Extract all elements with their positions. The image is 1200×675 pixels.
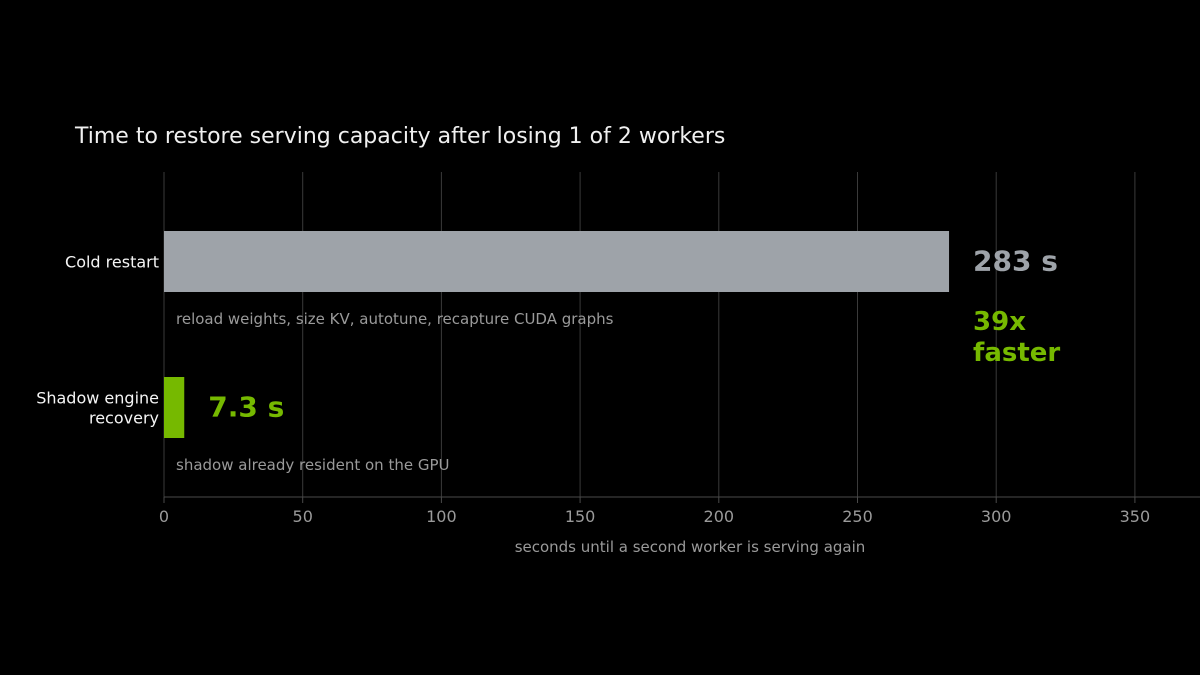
x-axis-label: seconds until a second worker is serving… — [515, 538, 866, 556]
value-label-cold-restart: 283 s — [973, 245, 1058, 278]
note-shadow-engine-recovery: shadow already resident on the GPU — [176, 456, 449, 474]
x-tick-label-100: 100 — [426, 507, 457, 526]
x-tick-label-150: 150 — [565, 507, 596, 526]
x-tick-label-200: 200 — [704, 507, 735, 526]
category-label-shadow-engine-recovery-line-1: Shadow engine — [36, 389, 159, 408]
category-label-cold-restart: Cold restart — [65, 253, 159, 272]
category-label-shadow-engine-recovery-line-2: recovery — [89, 409, 159, 428]
x-tick-label-0: 0 — [159, 507, 169, 526]
bars: Cold restart 283 s reload weights, size KV… — [36, 231, 1060, 474]
x-tick-label-350: 350 — [1120, 507, 1151, 526]
x-tick-label-250: 250 — [842, 507, 873, 526]
value-label-shadow-engine-recovery: 7.3 s — [208, 391, 284, 424]
speedup-annotation-line-2: faster — [973, 338, 1060, 368]
bar-shadow-engine-recovery — [164, 377, 185, 438]
grid-lines — [163, 172, 1136, 503]
x-tick-label-300: 300 — [981, 507, 1012, 526]
speedup-annotation-line-1: 39x — [973, 307, 1026, 337]
note-cold-restart: reload weights, size KV, autotune, recap… — [176, 310, 614, 328]
bar-cold-restart — [164, 231, 950, 292]
x-tick-labels: 0 50 100 150 200 250 300 350 — [159, 507, 1150, 526]
x-tick-label-50: 50 — [293, 507, 313, 526]
chart-title: Time to restore serving capacity after l… — [74, 124, 725, 149]
